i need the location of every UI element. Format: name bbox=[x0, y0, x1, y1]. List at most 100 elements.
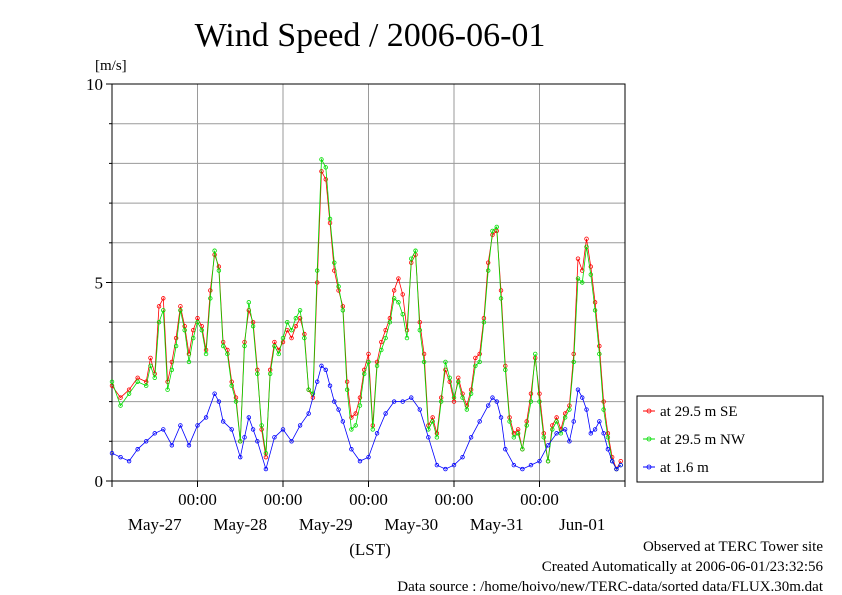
data-point bbox=[473, 363, 478, 369]
footer-source: Data source : /home/hoivo/new/TERC-data/… bbox=[397, 579, 824, 595]
legend-box bbox=[636, 395, 824, 483]
data-point bbox=[195, 320, 200, 325]
legend-label: at 29.5 m SE bbox=[660, 404, 738, 420]
x-time-tick-label: 00:00 bbox=[435, 490, 474, 509]
data-point bbox=[315, 268, 320, 273]
data-point bbox=[293, 316, 299, 321]
data-point bbox=[601, 431, 606, 436]
data-point bbox=[118, 395, 123, 400]
x-date-label: May-31 bbox=[470, 515, 524, 534]
data-point bbox=[212, 248, 217, 253]
data-point bbox=[391, 288, 397, 293]
data-point bbox=[413, 248, 418, 253]
data-point bbox=[597, 351, 602, 357]
x-date-label: May-30 bbox=[384, 515, 438, 534]
x-time-tick-label: 00:00 bbox=[178, 490, 217, 509]
data-point bbox=[225, 351, 230, 357]
data-point bbox=[494, 224, 499, 230]
y-axis-unit: [m/s] bbox=[95, 58, 127, 74]
data-point bbox=[592, 308, 598, 313]
data-point bbox=[285, 320, 290, 325]
data-point bbox=[494, 399, 499, 404]
data-point bbox=[588, 264, 593, 269]
data-point bbox=[156, 320, 162, 325]
data-point bbox=[486, 268, 491, 273]
data-point bbox=[229, 427, 234, 432]
data-point bbox=[537, 391, 542, 396]
data-point bbox=[490, 395, 495, 400]
data-point bbox=[537, 399, 542, 404]
data-point bbox=[383, 411, 388, 416]
data-point bbox=[255, 371, 260, 377]
data-point bbox=[246, 300, 251, 305]
data-point bbox=[203, 351, 209, 357]
data-point bbox=[143, 383, 149, 388]
data-point bbox=[597, 343, 602, 349]
series-group bbox=[109, 157, 623, 472]
x-date-label: May-29 bbox=[299, 515, 353, 534]
data-point bbox=[477, 359, 482, 365]
data-point bbox=[246, 415, 251, 420]
data-point bbox=[434, 435, 440, 440]
data-point bbox=[511, 462, 517, 468]
data-point bbox=[220, 419, 226, 424]
data-point bbox=[336, 407, 341, 412]
data-point bbox=[417, 327, 422, 333]
data-point bbox=[562, 415, 568, 420]
data-point bbox=[293, 323, 299, 329]
data-point bbox=[524, 423, 529, 428]
data-point bbox=[340, 308, 346, 313]
data-point bbox=[327, 216, 333, 222]
data-point bbox=[503, 447, 508, 452]
data-point bbox=[601, 407, 606, 412]
data-point bbox=[250, 427, 256, 432]
data-point bbox=[477, 419, 482, 424]
data-point bbox=[374, 431, 380, 436]
data-point bbox=[605, 447, 611, 452]
data-point bbox=[366, 454, 371, 460]
data-point bbox=[396, 300, 401, 305]
data-point bbox=[391, 296, 397, 301]
data-point bbox=[259, 423, 264, 428]
data-point bbox=[580, 280, 585, 285]
data-point bbox=[456, 379, 461, 384]
data-point bbox=[515, 431, 521, 436]
series-3 bbox=[109, 363, 623, 472]
data-point bbox=[152, 375, 157, 380]
data-point bbox=[575, 256, 581, 261]
legend-label: at 1.6 m bbox=[660, 460, 709, 476]
data-point bbox=[186, 443, 192, 448]
series-line bbox=[111, 169, 622, 471]
data-point bbox=[545, 443, 551, 448]
series-2 bbox=[109, 157, 623, 472]
data-point bbox=[443, 466, 448, 472]
data-point bbox=[195, 423, 200, 428]
data-point bbox=[156, 304, 162, 309]
footer-created: Created Automatically at 2006-06-01/23:3… bbox=[542, 559, 824, 575]
x-time-tick-label: 00:00 bbox=[520, 490, 559, 509]
legend-swatch-marker bbox=[646, 408, 652, 414]
x-ticks: 00:00 00:00 00:00 00:00 00:00 May-27 May-28 May… bbox=[111, 481, 626, 534]
data-point bbox=[554, 419, 559, 424]
data-point bbox=[178, 423, 183, 428]
data-point bbox=[477, 351, 482, 357]
data-point bbox=[357, 403, 363, 408]
data-point bbox=[173, 343, 179, 349]
y-tick-label: 10 bbox=[86, 75, 103, 94]
data-point bbox=[468, 435, 474, 440]
data-point bbox=[220, 343, 226, 349]
data-point bbox=[148, 355, 153, 361]
data-point bbox=[597, 419, 602, 424]
data-point bbox=[537, 458, 542, 464]
x-time-tick-label: 00:00 bbox=[264, 490, 303, 509]
data-point bbox=[357, 458, 363, 464]
data-point bbox=[511, 435, 517, 440]
data-point bbox=[191, 335, 196, 341]
data-point bbox=[421, 351, 427, 357]
data-point bbox=[280, 427, 286, 432]
data-point bbox=[272, 435, 277, 440]
data-point bbox=[498, 415, 504, 420]
data-point bbox=[460, 454, 465, 460]
data-point bbox=[165, 387, 170, 392]
data-point bbox=[409, 395, 414, 400]
